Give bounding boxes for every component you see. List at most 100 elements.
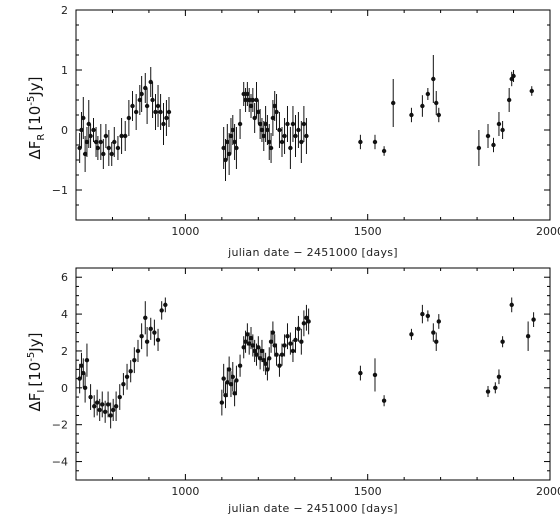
panel-i-data-point (84, 357, 90, 363)
panel-i-y-tick-label: −4 (52, 456, 68, 469)
panel-i-data-point (81, 370, 86, 376)
panel-r-data-point (285, 121, 290, 127)
panel-r-data-point (436, 112, 441, 118)
panel-r-data-point (496, 121, 502, 127)
panel-r-data-point (293, 133, 298, 139)
panel-r-data-point (301, 121, 307, 127)
panel-i-data-point (372, 372, 378, 378)
panel-r-data-point (158, 109, 163, 115)
panel-i-data-point (493, 385, 498, 391)
panel-r-data-point (506, 97, 512, 103)
panel-r-y-axis-label-main: ΔF (26, 141, 44, 160)
panel-r-data-point (93, 139, 99, 145)
panel-i-frame (75, 267, 551, 481)
panel-r-data-point (144, 103, 150, 109)
panel-i-data-point (267, 356, 272, 361)
panel-i-data-point (436, 319, 441, 324)
panel-r-data-point (106, 145, 112, 151)
panel-r-x-axis-label: julian date − 2451000 [days] (227, 246, 398, 259)
panel-r-data-point (279, 139, 285, 145)
panel-i-data-point (225, 380, 230, 385)
panel-r-data-point (123, 133, 128, 139)
panel-r-data-point (267, 139, 272, 145)
panel-i-data-point (496, 374, 502, 379)
panel-i-data-point (301, 321, 307, 326)
panel-r-data-point (290, 121, 296, 127)
panel-i-data-point (246, 341, 252, 346)
panel-r-data-point (150, 97, 155, 103)
panel-i-data-point (128, 369, 133, 374)
panel-i-data-point (296, 326, 301, 332)
panel-r-data-point (277, 127, 282, 133)
panel-i-data-point (241, 345, 246, 350)
panel-i-data-point (531, 317, 536, 322)
panel-r-data-point (79, 127, 84, 133)
panel-i-x-tick-label: 1000 (171, 485, 199, 498)
panel-r-data-point (256, 109, 261, 115)
panel-i-data-point (277, 363, 282, 368)
panel-r-y-tick-label: −1 (52, 184, 68, 197)
panel-r-y-axis-label-exp: -5 (26, 96, 37, 106)
panel-i-data-point (293, 337, 298, 343)
panel-r-data-point (288, 145, 293, 151)
panel-i-data-point (272, 343, 277, 348)
panel-i-data-point (248, 335, 254, 341)
panel-r-data-point (148, 79, 153, 85)
panel-i-y-tick-label: 2 (61, 345, 68, 358)
panel-r-data-point (434, 100, 439, 106)
panel-i-data-point (434, 339, 439, 344)
panel-i-data-point (221, 376, 226, 381)
panel-i-data-point (94, 400, 100, 405)
panel-i-data-point (102, 409, 108, 414)
panel-i-data-point (261, 357, 266, 363)
panel-r-data-point (241, 91, 246, 97)
panel-i-data-point (79, 363, 84, 368)
panel-r-data-point (139, 91, 144, 97)
panel-i-data-point (237, 363, 243, 368)
panel-r-y-axis-label: ΔFR [10-5Jy] (26, 77, 47, 160)
panel-r-data-point (372, 139, 378, 145)
panel-i-data-point (117, 394, 122, 400)
panel-r-y-tick-label: 2 (61, 4, 68, 17)
panel-i-data-point (525, 334, 531, 339)
panel-r-data-point (91, 127, 96, 133)
panel-i-data-point (155, 337, 161, 343)
panel-i-data-point (290, 348, 296, 354)
panel-i-data-point (152, 330, 157, 335)
panel-r-data-point (304, 133, 309, 139)
panel-i-data-point (256, 345, 261, 350)
panel-r-data-point (153, 109, 158, 115)
panel-i-data-point (228, 381, 234, 387)
panel-i-data-point (82, 385, 88, 391)
panel-i-data-point (226, 367, 232, 372)
panel-r-data-point (272, 103, 277, 109)
panel-r-data-point (88, 133, 93, 139)
panel-r-data-point (282, 133, 287, 139)
panel-i-data-point (306, 319, 311, 324)
panel-i-data-point (77, 376, 82, 381)
panel-i-data-point (108, 413, 113, 418)
panel-i-x-tick-label: 1500 (354, 485, 382, 498)
panel-r-data-point (115, 145, 121, 151)
panel-i-data-point (299, 339, 304, 344)
panel-i-data-point (135, 348, 141, 354)
panel-r-data-point (529, 88, 534, 94)
panel-i-data-point (485, 389, 491, 394)
panel-i-data-point (304, 315, 309, 320)
panel-i-data-point (243, 339, 248, 344)
panel-r-x-tick-label: 1000 (171, 225, 199, 238)
panel-r-data-point (109, 151, 114, 157)
panel-i-data-point (270, 330, 276, 335)
panel-r-x-tick-label: 1500 (354, 225, 382, 238)
panel-i-data-point (232, 391, 237, 396)
panel-i-data-point (279, 352, 285, 357)
panel-i-data-point (245, 332, 250, 337)
panel-r-axes: 1000 1500 2000 −1 0 1 2 (52, 4, 560, 238)
panel-i-data-point (420, 311, 425, 317)
panel-i-data-point (223, 393, 228, 398)
panel-r-data-point (245, 91, 250, 97)
panel-i-data-point (113, 404, 119, 409)
panel-i-data-point (254, 352, 259, 357)
panel-i-data-point (282, 343, 287, 348)
panel-i-data-point (425, 313, 431, 319)
